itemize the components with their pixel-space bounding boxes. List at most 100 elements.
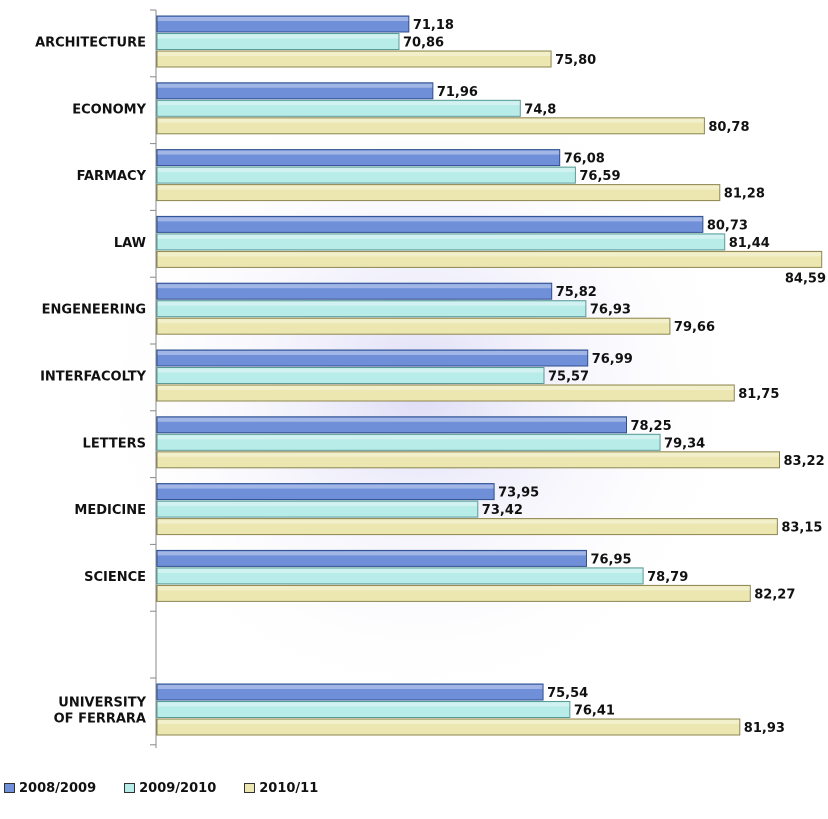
- bar-highlight: [157, 301, 586, 306]
- bar-highlight: [157, 101, 520, 106]
- value-label-medicine-2009-2010: 73,42: [482, 503, 523, 518]
- value-label-law-2008-2009: 80,73: [707, 218, 748, 233]
- bar-law-2008-2009: [156, 215, 704, 233]
- value-label-interfacolty-2008-2009: 76,99: [592, 352, 633, 367]
- bar-letters-2009-2010: [156, 433, 661, 451]
- bar-highlight: [157, 519, 777, 524]
- bars-group: [156, 15, 823, 736]
- bar-farmacy-2009-2010: [156, 166, 576, 184]
- legend: 2008/2009 2009/2010 2010/11: [4, 776, 346, 800]
- legend-label-2009-2010: 2009/2010: [139, 780, 217, 796]
- value-label-law-2010-11: 84,59: [785, 271, 826, 286]
- bar-highlight: [157, 234, 725, 239]
- category-label-architecture: ARCHITECTURE: [35, 36, 146, 51]
- bar-letters-2010-11: [156, 451, 781, 469]
- bar-highlight: [157, 702, 570, 707]
- value-label-engeneering-2008-2009: 75,82: [556, 285, 597, 300]
- value-label-letters-2010-11: 83,22: [784, 454, 825, 469]
- bar-highlight: [157, 34, 399, 39]
- bar-highlight: [157, 502, 478, 507]
- bar-science-2009-2010: [156, 567, 644, 585]
- category-labels: ARCHITECTURE ECONOMY FARMACY LAW ENGENEERING…: [35, 36, 147, 727]
- bar-university-of-ferrara-2009-2010: [156, 701, 571, 718]
- category-label-farmacy: FARMACY: [77, 169, 147, 184]
- bar-engeneering-2008-2009: [156, 282, 553, 300]
- category-label-economy: ECONOMY: [72, 102, 146, 117]
- bar-law-2010-11: [156, 250, 823, 268]
- legend-swatch-2010-11: [244, 783, 256, 793]
- bar-architecture-2010-11: [156, 50, 552, 68]
- category-label-letters: LETTERS: [83, 436, 146, 451]
- value-labels: 71,18 70,86 75,80 71,96 74,8 80,78 76,08 76,59 8…: [403, 18, 826, 736]
- bar-highlight: [157, 386, 734, 390]
- value-label-economy-2009-2010: 74,8: [524, 102, 556, 117]
- bar-medicine-2010-11: [156, 518, 778, 536]
- bar-highlight: [157, 252, 822, 257]
- category-label-medicine: MEDICINE: [74, 503, 146, 518]
- value-label-architecture-2008-2009: 71,18: [413, 18, 454, 33]
- value-label-engeneering-2009-2010: 76,93: [590, 303, 631, 318]
- bar-highlight: [157, 685, 543, 689]
- value-label-architecture-2010-11: 75,80: [555, 53, 596, 68]
- legend-item-2009-2010: 2009/2010: [124, 781, 216, 796]
- value-label-letters-2008-2009: 78,25: [631, 419, 672, 434]
- bar-engeneering-2009-2010: [156, 300, 587, 318]
- bar-medicine-2009-2010: [156, 500, 479, 518]
- bar-architecture-2009-2010: [156, 33, 400, 50]
- bar-university-of-ferrara-2008-2009: [156, 683, 544, 701]
- value-label-farmacy-2010-11: 81,28: [724, 187, 765, 202]
- bar-highlight: [157, 52, 551, 56]
- legend-label-2010-11: 2010/11: [259, 780, 319, 796]
- bar-highlight: [157, 83, 433, 88]
- bar-highlight: [157, 284, 552, 289]
- bar-chart: ARCHITECTURE ECONOMY FARMACY LAW ENGENEERING…: [35, 9, 826, 748]
- legend-swatch-2009-2010: [124, 783, 136, 793]
- bar-highlight: [157, 720, 740, 724]
- category-label-law: LAW: [114, 236, 146, 251]
- bar-highlight: [157, 417, 627, 422]
- category-label-interfacolty: INTERFACOLTY: [40, 370, 147, 385]
- bar-highlight: [157, 568, 643, 573]
- bar-highlight: [157, 551, 586, 556]
- value-label-farmacy-2008-2009: 76,08: [564, 152, 605, 167]
- bar-highlight: [157, 435, 660, 440]
- category-label-engeneering: ENGENEERING: [42, 303, 146, 318]
- value-label-law-2009-2010: 81,44: [729, 236, 770, 251]
- bar-science-2008-2009: [156, 549, 587, 567]
- value-label-engeneering-2010-11: 79,66: [674, 320, 715, 335]
- category-label-science: SCIENCE: [84, 570, 146, 585]
- bar-medicine-2008-2009: [156, 483, 495, 501]
- bar-farmacy-2010-11: [156, 184, 721, 202]
- bar-law-2009-2010: [156, 233, 726, 251]
- bar-highlight: [157, 319, 670, 324]
- bar-highlight: [157, 118, 704, 123]
- value-label-interfacolty-2010-11: 81,75: [738, 387, 779, 402]
- legend-swatch-2008-2009: [4, 783, 15, 793]
- category-label-university-of-ferrara: UNIVERSITY OF FERRARA: [54, 696, 147, 727]
- value-label-science-2010-11: 82,27: [754, 587, 795, 602]
- bar-highlight: [157, 150, 560, 155]
- bar-interfacolty-2008-2009: [156, 349, 589, 367]
- bar-highlight: [157, 368, 544, 373]
- bar-letters-2008-2009: [156, 416, 628, 434]
- value-label-university-of-ferrara-2009-2010: 76,41: [574, 704, 615, 719]
- bar-economy-2010-11: [156, 117, 705, 135]
- bar-university-of-ferrara-2010-11: [156, 718, 741, 736]
- value-label-architecture-2009-2010: 70,86: [403, 36, 444, 51]
- bar-highlight: [157, 484, 494, 489]
- value-label-medicine-2010-11: 83,15: [781, 521, 822, 536]
- value-label-farmacy-2009-2010: 76,59: [579, 169, 620, 184]
- value-label-university-of-ferrara-2008-2009: 75,54: [547, 686, 588, 701]
- bar-highlight: [157, 185, 720, 190]
- value-label-science-2009-2010: 78,79: [647, 570, 688, 585]
- bar-interfacolty-2009-2010: [156, 367, 545, 384]
- bar-science-2010-11: [156, 584, 751, 602]
- bar-architecture-2008-2009: [156, 15, 410, 33]
- value-label-economy-2010-11: 80,78: [708, 120, 749, 135]
- bar-highlight: [157, 586, 750, 591]
- value-label-medicine-2008-2009: 73,95: [498, 486, 539, 501]
- y-axis-ticks: [150, 9, 156, 746]
- bar-highlight: [157, 168, 575, 173]
- value-label-economy-2008-2009: 71,96: [437, 85, 478, 100]
- bar-economy-2008-2009: [156, 82, 434, 100]
